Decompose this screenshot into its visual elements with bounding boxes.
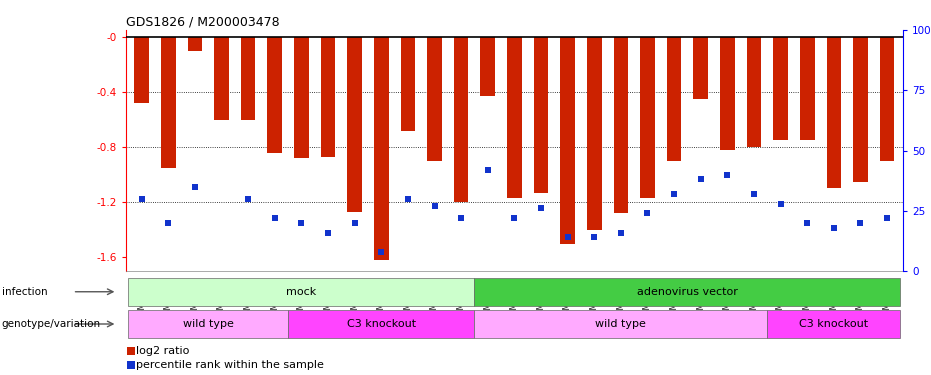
Bar	[641, 37, 654, 198]
Bar	[507, 37, 521, 198]
Point	[640, 210, 654, 216]
Text: infection: infection	[2, 287, 47, 297]
Bar	[320, 37, 335, 157]
Bar	[288, 310, 475, 338]
Bar	[827, 37, 842, 189]
Bar	[427, 37, 442, 161]
Point	[320, 230, 335, 236]
Text: genotype/variation: genotype/variation	[2, 319, 101, 329]
Text: adenovirus vector: adenovirus vector	[637, 287, 738, 297]
Text: C3 knockout: C3 knockout	[800, 319, 869, 329]
Point	[294, 220, 309, 226]
Bar	[347, 37, 362, 212]
Bar	[267, 37, 282, 153]
Bar	[453, 37, 468, 202]
Text: wild type: wild type	[182, 319, 234, 329]
Bar	[128, 310, 288, 338]
Bar	[560, 37, 575, 244]
Bar	[587, 37, 601, 230]
Point	[587, 234, 601, 240]
Bar	[800, 37, 815, 140]
Bar	[667, 37, 681, 161]
Bar	[134, 37, 149, 103]
Bar	[720, 37, 735, 150]
Bar	[187, 37, 202, 51]
Bar	[480, 37, 495, 96]
Point	[374, 249, 389, 255]
Text: C3 knockout: C3 knockout	[346, 319, 416, 329]
Point	[480, 167, 495, 173]
Bar	[241, 37, 255, 120]
Point	[560, 234, 575, 240]
Point	[161, 220, 176, 226]
Bar	[294, 37, 309, 158]
Text: mock: mock	[286, 287, 317, 297]
Point	[747, 191, 762, 197]
Point	[853, 220, 868, 226]
Bar	[694, 37, 708, 99]
Bar	[400, 37, 415, 130]
Point	[880, 215, 895, 221]
Point	[241, 196, 256, 202]
Point	[123, 362, 138, 368]
Point	[533, 206, 548, 212]
Bar	[614, 37, 628, 213]
Point	[827, 225, 842, 231]
Bar	[774, 37, 788, 140]
Point	[667, 191, 681, 197]
Point	[347, 220, 362, 226]
Point	[123, 348, 138, 354]
Bar	[374, 37, 388, 260]
Point	[773, 201, 788, 207]
Bar	[128, 278, 475, 306]
Text: GDS1826 / M200003478: GDS1826 / M200003478	[126, 15, 279, 28]
Point	[400, 196, 415, 202]
Text: log2 ratio: log2 ratio	[136, 346, 190, 356]
Point	[506, 215, 521, 221]
Bar	[853, 37, 868, 182]
Point	[427, 203, 442, 209]
Point	[187, 184, 202, 190]
Bar	[475, 278, 900, 306]
Bar	[767, 310, 900, 338]
Bar	[214, 37, 229, 120]
Point	[134, 196, 149, 202]
Point	[453, 215, 468, 221]
Point	[720, 172, 735, 178]
Text: percentile rank within the sample: percentile rank within the sample	[136, 360, 324, 370]
Point	[800, 220, 815, 226]
Bar	[533, 37, 548, 193]
Text: wild type: wild type	[596, 319, 646, 329]
Bar	[475, 310, 767, 338]
Point	[614, 230, 628, 236]
Bar	[880, 37, 895, 161]
Bar	[747, 37, 762, 147]
Point	[267, 215, 282, 221]
Point	[694, 177, 708, 183]
Bar	[161, 37, 176, 168]
